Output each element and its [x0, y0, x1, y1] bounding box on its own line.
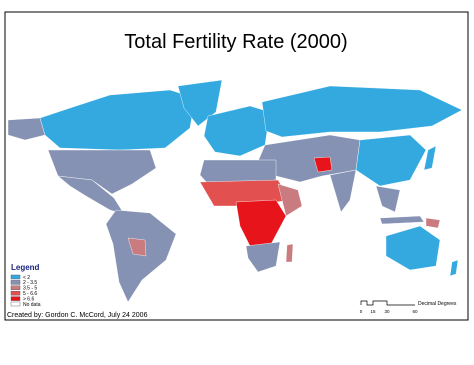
legend-swatch [10, 285, 21, 290]
papua [425, 217, 441, 229]
legend-swatch [10, 280, 21, 285]
australia [385, 225, 441, 271]
scale-unit: Decimal Degrees [418, 301, 457, 307]
south-america [105, 209, 177, 303]
legend-swatch [10, 301, 21, 307]
frame [4, 11, 469, 321]
legend-swatch [10, 274, 21, 280]
scale-tick-label: 0 [360, 309, 363, 314]
legend-swatch [10, 291, 21, 296]
russia [261, 85, 463, 138]
greenland [177, 79, 223, 127]
usa [47, 149, 157, 195]
legend-label: No data [23, 302, 41, 308]
legend-swatch [10, 296, 21, 301]
east-africa [277, 183, 303, 217]
indonesia [379, 215, 425, 225]
credit: Created by: Gordon C. McCord, July 24 20… [7, 312, 148, 319]
new-zealand [449, 259, 459, 277]
afghanistan [313, 156, 333, 173]
canada [39, 89, 196, 151]
legend: Legend < 22 - 3.53.5 - 55 - 6.6> 6.6No d… [10, 263, 41, 308]
legend-label: 3.5 - 5 [23, 286, 37, 292]
map [7, 79, 463, 303]
japan [423, 145, 437, 171]
china [355, 134, 427, 187]
scale-bar: Decimal Degrees 0 15 30 60 [360, 300, 457, 314]
scale-tick-label: 60 [412, 309, 418, 314]
southeast-asia [375, 185, 401, 213]
southern-africa [245, 241, 281, 273]
legend-label: 5 - 6.6 [23, 291, 37, 297]
legend-label: 2 - 3.5 [23, 280, 37, 286]
india [329, 169, 357, 213]
legend-label: < 2 [23, 275, 30, 281]
madagascar [285, 243, 294, 263]
legend-title: Legend [11, 263, 40, 272]
central-africa [235, 199, 287, 247]
europe [203, 105, 271, 157]
scale-tick-label: 15 [370, 309, 376, 314]
legend-label: > 6.6 [23, 296, 34, 302]
scale-line [360, 300, 415, 306]
map-title: Total Fertility Rate (2000) [124, 31, 347, 53]
alaska [7, 117, 46, 141]
scale-tick-label: 30 [384, 309, 390, 314]
bolivia-paraguay [127, 237, 147, 257]
